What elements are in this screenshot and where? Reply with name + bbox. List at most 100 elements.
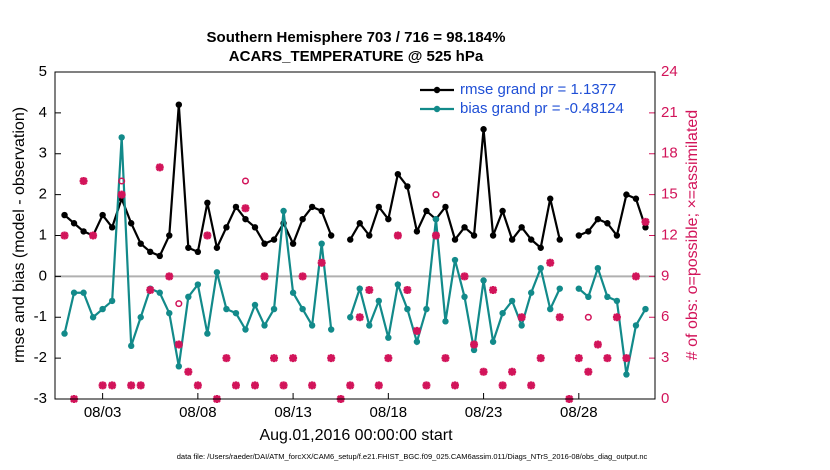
point bbox=[356, 220, 363, 227]
point bbox=[213, 244, 221, 251]
point bbox=[356, 285, 363, 292]
point bbox=[270, 305, 278, 313]
assimilated-marker bbox=[270, 354, 279, 363]
footnote: data file: /Users/raeder/DAI/ATM_forcXX/… bbox=[177, 452, 648, 461]
assimilated-marker bbox=[422, 381, 431, 390]
point bbox=[613, 297, 621, 305]
assimilated-marker bbox=[308, 381, 317, 390]
possible-marker bbox=[394, 231, 402, 240]
point bbox=[289, 289, 297, 296]
point bbox=[594, 215, 602, 223]
assimilated-marker bbox=[222, 354, 231, 363]
point bbox=[413, 338, 421, 345]
point bbox=[385, 334, 392, 341]
y2-tick-label: 12 bbox=[661, 226, 678, 243]
assimilated-marker bbox=[631, 272, 640, 281]
point bbox=[575, 285, 583, 292]
point bbox=[223, 305, 230, 313]
assimilated-marker bbox=[241, 204, 250, 213]
assimilated-marker bbox=[622, 354, 631, 363]
chart-subtitle: ACARS_TEMPERATURE @ 525 hPa bbox=[229, 48, 484, 65]
assimilated-marker bbox=[612, 313, 621, 322]
possible-marker bbox=[118, 177, 126, 185]
y-tick-label: 5 bbox=[39, 63, 47, 80]
point bbox=[480, 277, 487, 284]
assimilated-marker bbox=[146, 286, 155, 294]
point bbox=[308, 322, 316, 329]
point bbox=[61, 211, 68, 219]
point bbox=[251, 224, 259, 231]
point bbox=[404, 183, 411, 190]
x-tick-label: 08/13 bbox=[274, 404, 312, 421]
point bbox=[632, 322, 640, 329]
assimilated-marker bbox=[327, 354, 336, 363]
point bbox=[527, 289, 535, 296]
assimilated-marker bbox=[89, 231, 98, 240]
y2-tick-label: 21 bbox=[661, 104, 678, 121]
point bbox=[470, 232, 478, 239]
point bbox=[527, 236, 535, 243]
assimilated-marker bbox=[193, 381, 202, 390]
point bbox=[80, 289, 87, 296]
assimilated-marker bbox=[555, 313, 564, 322]
y2-axis-label: # of obs: o=possible; ×=assimilated bbox=[684, 110, 701, 360]
point bbox=[80, 228, 87, 235]
point bbox=[204, 330, 211, 337]
assimilated-marker bbox=[203, 231, 212, 240]
point bbox=[547, 305, 554, 313]
point bbox=[442, 318, 449, 325]
point bbox=[242, 326, 249, 333]
legend-dot bbox=[433, 86, 441, 94]
assimilated-marker bbox=[403, 286, 412, 294]
point bbox=[432, 215, 440, 223]
point bbox=[299, 215, 306, 223]
point bbox=[137, 314, 144, 321]
assimilated-marker bbox=[393, 231, 402, 240]
assimilated-marker bbox=[317, 258, 326, 267]
y2-tick-label: 24 bbox=[661, 63, 678, 80]
assimilated-marker bbox=[155, 163, 164, 172]
point bbox=[347, 236, 354, 243]
point bbox=[366, 232, 373, 239]
point bbox=[461, 293, 468, 301]
point bbox=[61, 330, 68, 337]
point bbox=[327, 232, 335, 239]
point bbox=[213, 269, 221, 276]
assimilated-marker bbox=[451, 381, 459, 390]
point bbox=[261, 322, 268, 329]
point bbox=[99, 211, 106, 219]
assimilated-marker bbox=[584, 367, 593, 376]
point bbox=[442, 203, 449, 211]
assimilated-marker bbox=[108, 381, 117, 390]
point bbox=[451, 236, 459, 243]
point bbox=[204, 199, 211, 206]
point bbox=[194, 281, 202, 288]
point bbox=[232, 203, 240, 211]
possible-marker bbox=[241, 177, 250, 185]
assimilated-marker bbox=[479, 367, 488, 376]
assimilated-marker bbox=[460, 272, 469, 281]
assimilated-marker bbox=[527, 381, 536, 390]
x-tick-label: 08/23 bbox=[465, 404, 503, 421]
y2-tick-label: 18 bbox=[661, 145, 678, 162]
point bbox=[156, 252, 163, 260]
assimilated-marker bbox=[346, 381, 355, 390]
assimilated-marker bbox=[641, 217, 650, 226]
x-tick-label: 08/08 bbox=[179, 404, 217, 421]
y-tick-label: 1 bbox=[39, 226, 47, 243]
point bbox=[70, 289, 78, 296]
point bbox=[404, 305, 411, 313]
assimilated-marker bbox=[136, 381, 145, 390]
assimilated-marker bbox=[412, 326, 421, 335]
legend-label: rmse grand pr = 1.1377 bbox=[460, 81, 616, 98]
point bbox=[489, 338, 497, 345]
assimilated-marker bbox=[289, 354, 298, 363]
y2-tick-label: 9 bbox=[661, 267, 669, 284]
assimilated-marker bbox=[374, 381, 383, 390]
point bbox=[537, 244, 544, 251]
point bbox=[366, 322, 373, 329]
x-tick-label: 08/28 bbox=[560, 404, 598, 421]
point bbox=[547, 195, 554, 202]
point bbox=[232, 309, 240, 317]
